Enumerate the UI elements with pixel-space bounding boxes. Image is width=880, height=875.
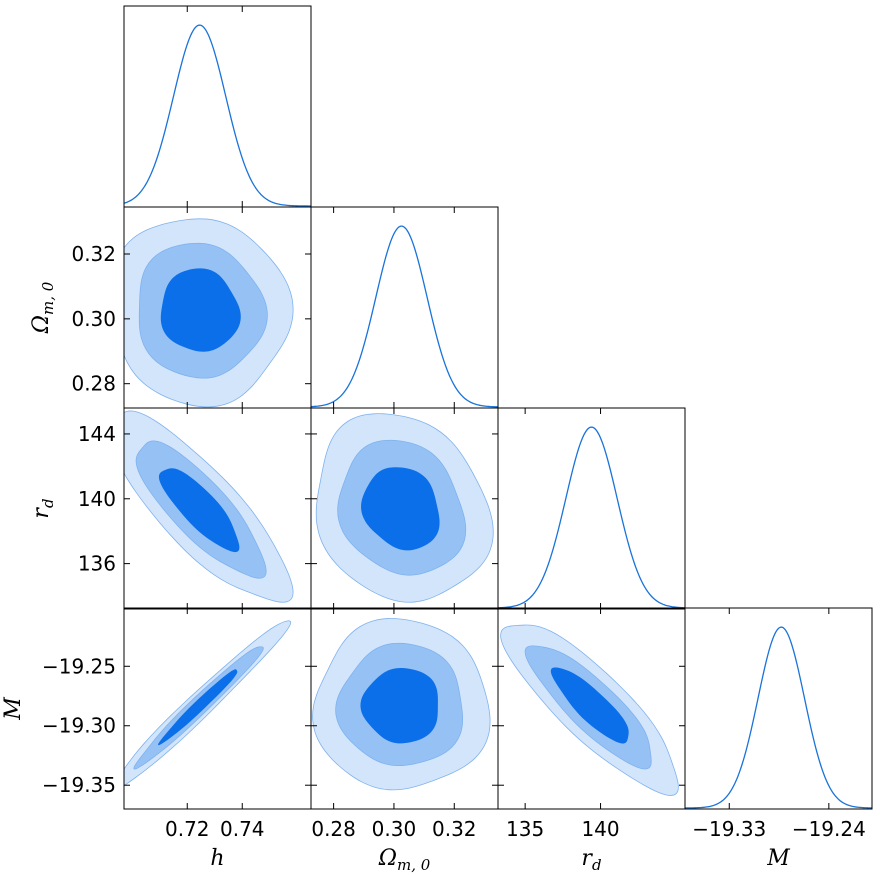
- axis-label-main: r: [29, 507, 54, 519]
- contour-1sigma: [160, 268, 241, 352]
- contour-panel-M-vs-rd: [500, 624, 679, 796]
- axis-label-main: Ω: [378, 846, 397, 871]
- pdf-panel-M: [685, 626, 872, 809]
- x-tick-label: 0.28: [311, 817, 356, 841]
- y-tick-label: −19.25: [42, 654, 116, 678]
- x-axis-label-Om: Ωm, 0: [378, 846, 431, 874]
- axis-label-subscript: m, 0: [39, 281, 57, 315]
- y-tick-label: 144: [78, 422, 116, 446]
- y-axis-label-M: M: [1, 697, 26, 721]
- panel-frame: [123, 607, 312, 810]
- pdf-panel-rd: [498, 426, 685, 609]
- contour-panel-Om-vs-h: [124, 218, 294, 408]
- panel-frame: [497, 407, 686, 610]
- y-tick-label: 0.32: [71, 242, 116, 266]
- y-tick-label: 0.30: [71, 307, 116, 331]
- axis-label-subscript: d: [592, 856, 602, 874]
- axis-label-main: r: [581, 846, 593, 871]
- axis-label-subscript: d: [39, 498, 57, 508]
- y-axis-label-rd: rd: [29, 498, 57, 518]
- contour-panel-M-vs-h: [124, 620, 292, 787]
- axis-label-main: M: [766, 846, 790, 871]
- axis-label-main: M: [1, 697, 26, 721]
- y-tick-label: 140: [78, 487, 116, 511]
- x-axis-label-h: h: [210, 846, 224, 871]
- y-axis-label-Om: Ωm, 0: [29, 281, 57, 334]
- x-axis-label-M: M: [766, 846, 790, 871]
- contour-panel-M-vs-Om: [312, 618, 491, 791]
- pdf-line-Om: [311, 225, 498, 408]
- y-tick-label: −19.35: [42, 773, 116, 797]
- contour-panel-rd-vs-Om: [315, 413, 494, 603]
- contour-1sigma: [158, 468, 240, 553]
- axis-label-main: Ω: [29, 315, 54, 334]
- x-tick-label: 0.72: [165, 817, 210, 841]
- panel-frame: [123, 5, 312, 208]
- panel-frame: [310, 206, 499, 409]
- contour-1sigma: [158, 669, 238, 746]
- x-tick-label: 140: [581, 817, 619, 841]
- pdf-panel-h: [124, 24, 311, 207]
- y-tick-label: 0.28: [71, 372, 116, 396]
- pdf-line-rd: [498, 426, 685, 609]
- contour-1sigma: [360, 667, 438, 744]
- contour-1sigma: [550, 667, 629, 744]
- axis-label-subscript: m, 0: [397, 856, 431, 874]
- x-tick-label: −19.33: [692, 817, 766, 841]
- x-tick-label: 135: [506, 817, 544, 841]
- contour-1sigma: [361, 467, 440, 551]
- x-tick-label: 0.30: [372, 817, 417, 841]
- y-tick-label: −19.30: [42, 714, 116, 738]
- y-tick-label: 136: [78, 552, 116, 576]
- pdf-panel-Om: [311, 225, 498, 408]
- pdf-line-h: [124, 24, 311, 207]
- x-tick-label: 0.74: [220, 817, 265, 841]
- x-tick-label: 0.32: [432, 817, 477, 841]
- axis-label-main: h: [210, 846, 224, 871]
- panel-frame: [684, 607, 873, 810]
- pdf-line-M: [685, 626, 872, 809]
- x-axis-label-rd: rd: [581, 846, 601, 874]
- x-tick-label: −19.24: [792, 817, 866, 841]
- contour-panel-rd-vs-h: [124, 410, 294, 603]
